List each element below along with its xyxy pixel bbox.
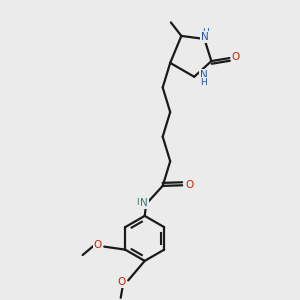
Text: O: O (186, 180, 194, 190)
Text: N: N (140, 198, 148, 208)
Text: O: O (118, 277, 126, 287)
Text: H: H (200, 78, 207, 87)
Text: O: O (94, 240, 102, 250)
Text: N: N (200, 70, 207, 80)
Text: N: N (201, 32, 208, 42)
Text: H: H (202, 28, 209, 37)
Text: H: H (136, 199, 142, 208)
Text: O: O (232, 52, 240, 62)
